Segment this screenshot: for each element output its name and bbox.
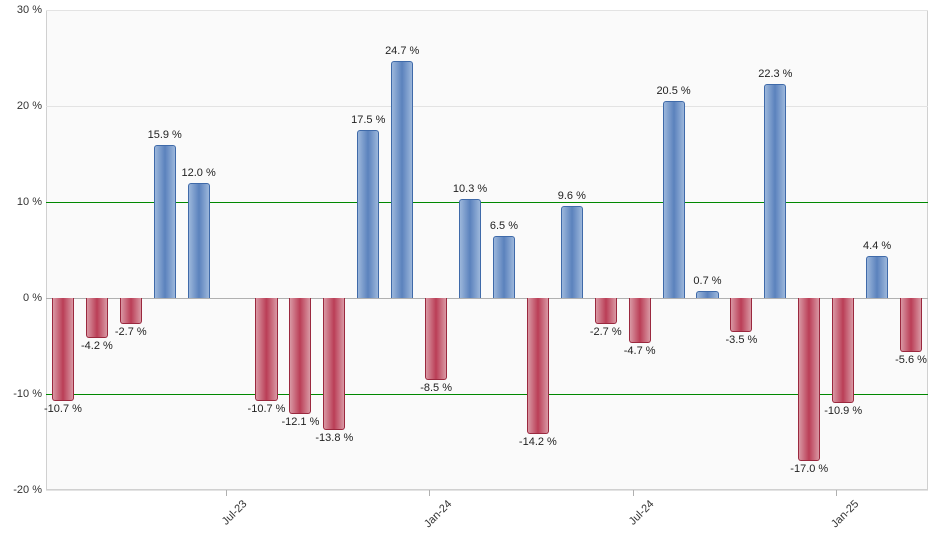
y-axis-tick-label: 10 % [17, 196, 46, 208]
bar-negative [900, 298, 922, 352]
bar-negative [86, 298, 108, 338]
x-axis-tick-label: Jul-23 [220, 498, 250, 528]
zero-line [46, 298, 928, 299]
bar-value-label: 15.9 % [148, 129, 182, 141]
x-axis-tick-label: Jan-24 [422, 498, 454, 530]
y-axis-tick-label: 20 % [17, 100, 46, 112]
bar-value-label: -13.8 % [315, 432, 353, 444]
bar-negative [323, 298, 345, 430]
plot-border [46, 10, 47, 490]
bar-positive [391, 61, 413, 298]
bar-positive [696, 291, 718, 298]
bar-negative [730, 298, 752, 332]
plot-border [927, 10, 928, 490]
bar-value-label: -10.7 % [248, 403, 286, 415]
x-axis-tick [836, 490, 837, 496]
bar-value-label: -10.9 % [824, 405, 862, 417]
bar-value-label: -12.1 % [281, 416, 319, 428]
bar-value-label: 0.7 % [693, 275, 721, 287]
bar-value-label: 20.5 % [656, 85, 690, 97]
bar-value-label: -5.6 % [895, 354, 927, 366]
bar-value-label: -2.7 % [115, 326, 147, 338]
bar-negative [120, 298, 142, 324]
gridline [46, 106, 928, 107]
bar-negative [798, 298, 820, 461]
bar-positive [493, 236, 515, 298]
bar-positive [561, 206, 583, 298]
bar-value-label: -8.5 % [420, 382, 452, 394]
bar-value-label: -2.7 % [590, 326, 622, 338]
x-axis-tick-label: Jul-24 [627, 498, 657, 528]
bar-value-label: -4.7 % [624, 345, 656, 357]
bar-value-label: 12.0 % [182, 167, 216, 179]
y-axis-tick-label: -10 % [13, 388, 46, 400]
bar-negative [52, 298, 74, 401]
bar-value-label: -14.2 % [519, 436, 557, 448]
bar-positive [663, 101, 685, 298]
y-axis-tick-label: 30 % [17, 4, 46, 16]
y-axis-tick-label: -20 % [13, 484, 46, 496]
bar-negative [425, 298, 447, 380]
reference-line [46, 394, 928, 395]
bar-value-label: -10.7 % [44, 403, 82, 415]
gridline [46, 490, 928, 491]
bar-value-label: 4.4 % [863, 240, 891, 252]
bar-positive [459, 199, 481, 298]
bar-negative [289, 298, 311, 414]
bar-value-label: 17.5 % [351, 114, 385, 126]
x-axis-tick [633, 490, 634, 496]
y-axis-tick-label: 0 % [23, 292, 46, 304]
reference-line [46, 202, 928, 203]
bar-negative [832, 298, 854, 403]
bar-value-label: 6.5 % [490, 220, 518, 232]
bar-value-label: 22.3 % [758, 68, 792, 80]
bar-value-label: -3.5 % [726, 334, 758, 346]
bar-positive [764, 84, 786, 298]
bar-value-label: 24.7 % [385, 45, 419, 57]
percent-change-bar-chart: -20 % -10 % 0 % 10 % 20 % 30 % Jul-23 Jan-24 Jul… [0, 0, 940, 550]
bar-value-label: 10.3 % [453, 183, 487, 195]
bar-negative [255, 298, 277, 401]
x-axis-tick [429, 490, 430, 496]
bar-negative [595, 298, 617, 324]
bar-positive [154, 145, 176, 298]
bar-value-label: 9.6 % [558, 190, 586, 202]
gridline [46, 10, 928, 11]
bar-positive [357, 130, 379, 298]
bar-value-label: -4.2 % [81, 340, 113, 352]
x-axis-tick-label: Jan-25 [829, 498, 861, 530]
x-axis-tick [226, 490, 227, 496]
bar-value-label: -17.0 % [790, 463, 828, 475]
bar-positive [866, 256, 888, 298]
bar-negative [629, 298, 651, 343]
plot-area: -20 %-10 %0 %10 %20 %30 %Jul-23Jan-24Jul… [46, 10, 928, 490]
bar-negative [527, 298, 549, 434]
bar-positive [188, 183, 210, 298]
